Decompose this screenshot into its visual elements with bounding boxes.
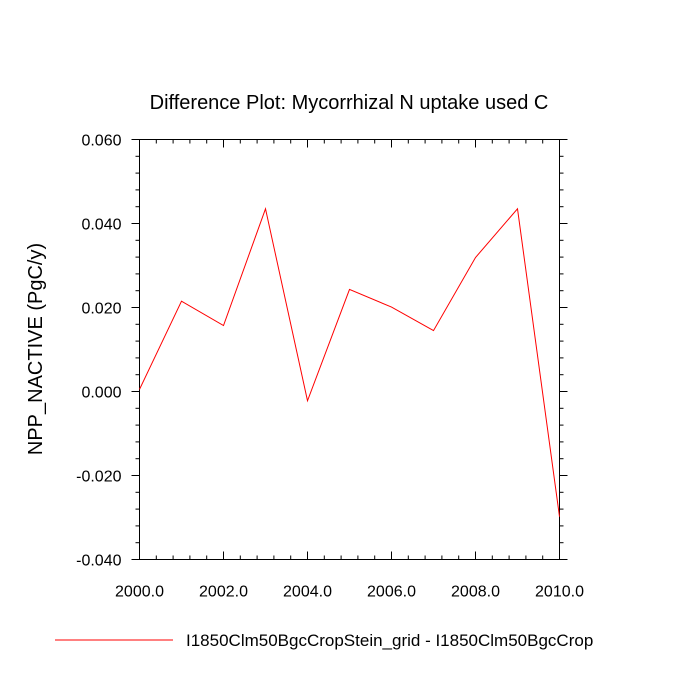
series-layer: [139, 206, 560, 517]
x-tick-label: 2004.0: [283, 584, 332, 601]
y-tick-label: 0.020: [81, 301, 121, 318]
y-axis-label: NPP_NACTIVE (PgC/y): [25, 243, 47, 455]
legend: I1850Clm50BgcCropStein_grid - I1850Clm50…: [55, 631, 593, 650]
legend-label: I1850Clm50BgcCropStein_grid - I1850Clm50…: [186, 631, 593, 650]
y-tick-label: -0.040: [76, 553, 121, 570]
series-line: [139, 206, 560, 517]
chart-title: Difference Plot: Mycorrhizal N uptake us…: [150, 92, 549, 114]
y-tick-label: 0.040: [81, 217, 121, 234]
x-tick-label: 2006.0: [367, 584, 416, 601]
y-tick-label: 0.000: [81, 385, 121, 402]
axis-ticks: [131, 139, 568, 560]
y-tick-label: -0.020: [76, 469, 121, 486]
x-tick-label: 2010.0: [535, 584, 584, 601]
x-tick-label: 2002.0: [199, 584, 248, 601]
plot-frame: [139, 139, 560, 560]
axis-tick-labels: 2000.0 2002.0 2004.0 2006.0 2008.0 2010.0 -0.0…: [76, 133, 584, 601]
x-tick-label: 2008.0: [451, 584, 500, 601]
x-tick-label: 2000.0: [115, 584, 164, 601]
y-tick-label: 0.060: [81, 133, 121, 150]
